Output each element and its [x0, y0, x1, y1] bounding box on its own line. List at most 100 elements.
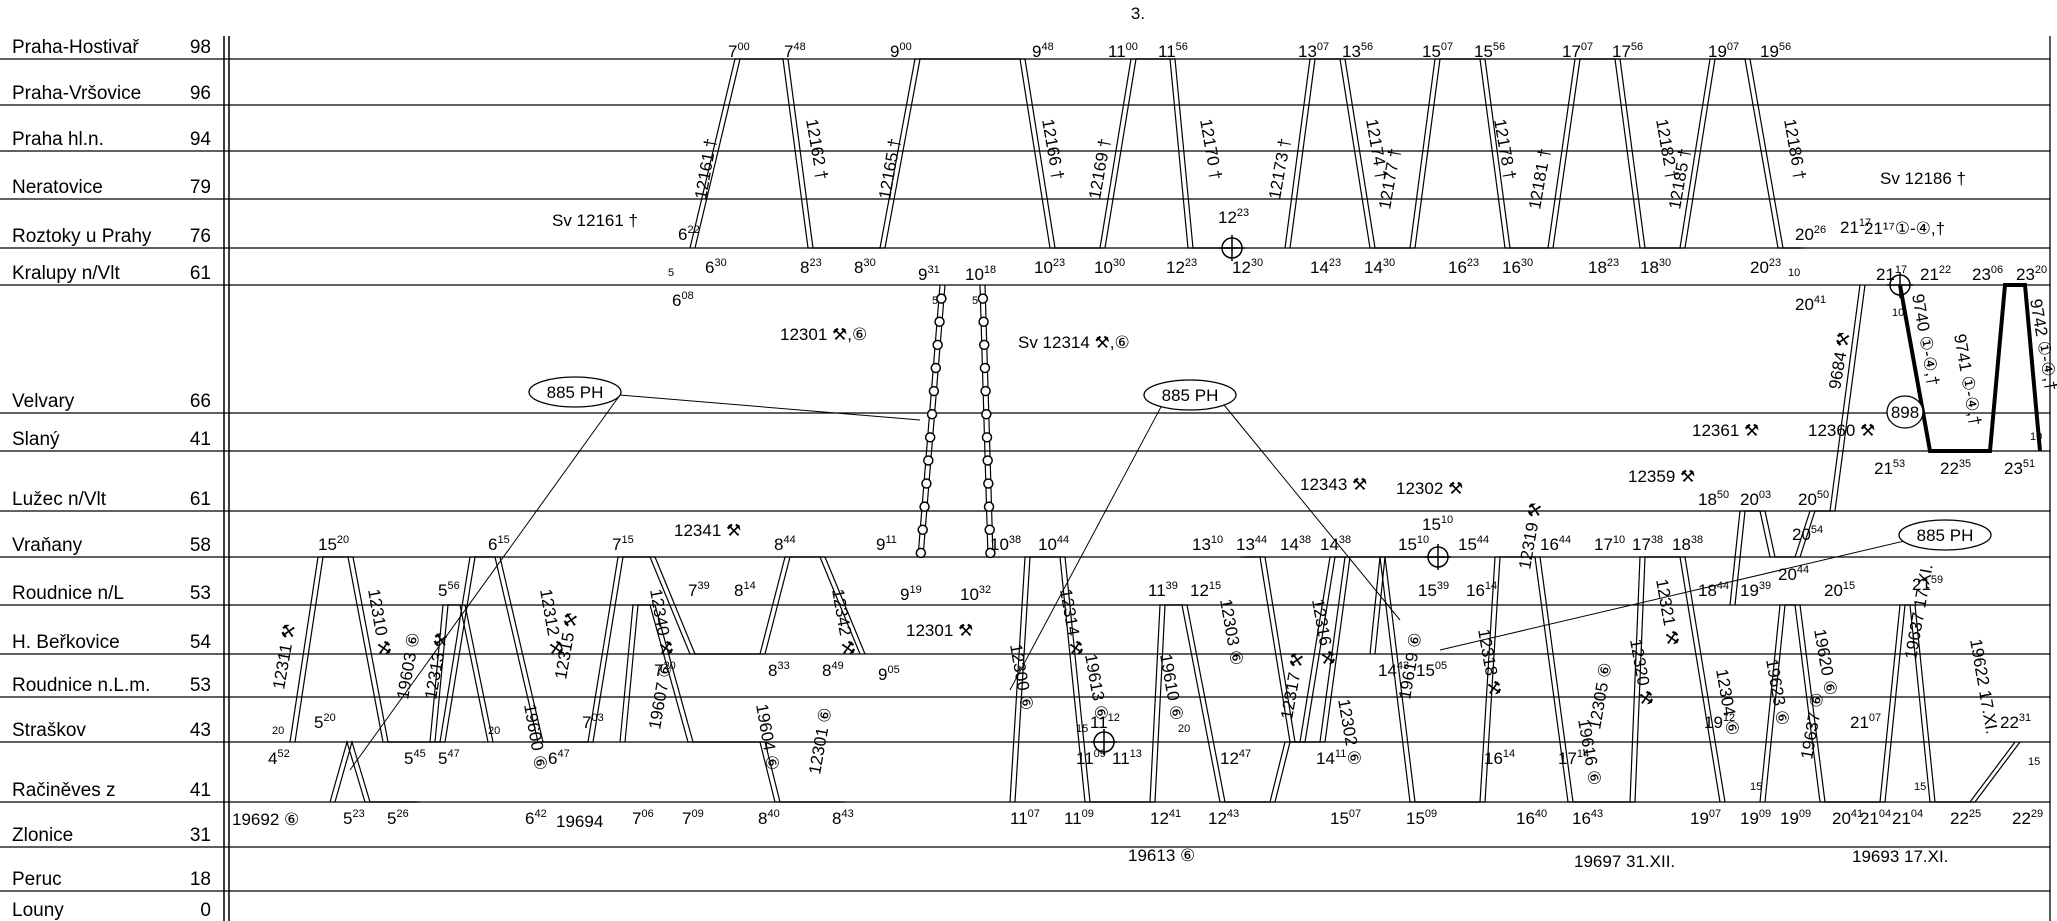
time-label: 739: [688, 580, 710, 600]
station-name: Kralupy n/Vlt: [12, 263, 120, 284]
train-number-label: 19623 ⑥: [1762, 657, 1792, 727]
stop-marker: [985, 547, 996, 559]
time-label: 547: [438, 748, 460, 768]
time-zlonice: 2041: [1832, 808, 1863, 828]
station-km: 54: [190, 632, 212, 653]
time-kralupy: 1023: [1034, 257, 1065, 277]
station-name: H. Beřkovice: [12, 632, 120, 653]
time-praha-hostivar: 748: [784, 41, 806, 61]
train-number-label: 19697 31.XII.: [1574, 852, 1675, 871]
station-name: Louny: [12, 900, 64, 921]
shuttle-path: [689, 58, 1235, 249]
time-zlonice: 523: [343, 808, 365, 828]
train-number-label: 12316 ⚒: [1308, 597, 1338, 667]
time-label: 556: [438, 580, 460, 600]
station-name: Praha-Hostivař: [12, 37, 139, 58]
time-kralupy: 630: [705, 257, 727, 277]
time-kralupy: 1230: [1232, 257, 1263, 277]
train-number-label: 12343 ⚒: [1300, 475, 1367, 494]
station-name: Neratovice: [12, 177, 103, 198]
time-label: 2231: [2000, 712, 2031, 732]
branch-line: [917, 284, 941, 558]
annotation-line: [1009, 389, 1171, 691]
station-km: 61: [190, 489, 211, 510]
stop-marker: [983, 501, 995, 512]
time-label: 1738: [1632, 534, 1663, 554]
stop-marker: [981, 408, 992, 420]
stop-marker: [984, 524, 995, 536]
time-praha-hostivar: 948: [1032, 41, 1054, 61]
time-zlonice: 1909: [1740, 808, 1771, 828]
time-label: 2351: [2004, 458, 2035, 478]
station-name: Praha hl.n.: [12, 129, 104, 150]
train-number-label: 19693 17.XI.: [1852, 847, 1948, 866]
time-kralupy: 1030: [1094, 257, 1125, 277]
interval-number: 20: [1178, 723, 1190, 735]
time-zlonice: 843: [832, 808, 854, 828]
station-km: 58: [190, 535, 211, 556]
regional-path: [619, 604, 840, 803]
time-label: 2041: [1795, 294, 1826, 314]
time-label: 2054: [1792, 524, 1823, 544]
station-name: Straškov: [12, 720, 86, 741]
time-label: 1912: [1704, 712, 1735, 732]
train-number-label: 19694: [556, 812, 603, 831]
train-number-label: 12341 ⚒: [674, 521, 741, 540]
time-zlonice: 706: [632, 808, 654, 828]
time-label: 2117: [1876, 264, 1907, 284]
time-label: 545: [404, 748, 426, 768]
time-kralupy: 1223: [1166, 257, 1197, 277]
time-praha-hostivar: 1907: [1708, 41, 1739, 61]
train-labels: 12161 † 12162 † 12165 † 12166 † 12169 † 12170…: [232, 117, 2057, 871]
time-label: 1032: [960, 584, 991, 604]
train-number-label: 12169 †: [1085, 137, 1114, 201]
train-number-label: 12303 ⑥: [1216, 597, 1246, 667]
time-zlonice: 1107: [1010, 808, 1040, 828]
time-label: 1112: [1090, 712, 1120, 732]
train-number-label: 12186 †: [1780, 117, 1809, 181]
time-label: 1223: [1218, 207, 1249, 227]
train-number-label: 19604 ⑥: [752, 702, 782, 772]
station-km: 53: [190, 675, 211, 696]
time-label: 2122: [1920, 264, 1951, 284]
time-label: 2320: [2016, 264, 2047, 284]
train-number-label: 12301 ⚒,⑥: [780, 325, 867, 344]
train-number-label: 12301 ⑥: [805, 706, 835, 776]
time-zlonice: 1109: [1064, 808, 1094, 828]
time-praha-hostivar: 1707: [1562, 41, 1593, 61]
regional-path-second: [434, 604, 494, 743]
station-km: 76: [190, 226, 211, 247]
train-number-label: Sv 12161 †: [552, 211, 638, 230]
train-number-label: 9740 ①-④,†: [1908, 292, 1943, 387]
time-label: 2306: [1972, 264, 2003, 284]
time-zlonice: 1509: [1406, 808, 1437, 828]
train-number-label: 12321 ⚒: [1652, 577, 1682, 647]
train-number-label: 12161 †: [691, 137, 720, 201]
train-number-label: 12300 ⑥: [1006, 642, 1036, 712]
stop-marker: [978, 316, 989, 327]
time-label: 1505: [1416, 660, 1447, 680]
interval-number: 5: [932, 295, 938, 307]
stop-marker: [919, 501, 930, 512]
time-label: 715: [612, 534, 634, 554]
interval-number: 15: [1750, 781, 1762, 793]
time-label: 2153: [1874, 458, 1905, 478]
time-label: 1539: [1418, 580, 1449, 600]
time-kralupy: 1630: [1502, 257, 1533, 277]
train-label-ellipse: [1143, 379, 1237, 411]
time-label: 1018: [965, 264, 996, 284]
stop-marker: [977, 293, 989, 304]
station-km: 43: [190, 720, 211, 741]
time-kralupy: 1830: [1640, 257, 1671, 277]
train-number-label: Sv 12314 ⚒,⑥: [1018, 333, 1130, 352]
stop-marker: [980, 385, 991, 397]
time-label: 647: [548, 748, 570, 768]
station-km: 31: [190, 825, 211, 846]
branch-line-second: [922, 284, 946, 558]
time-kralupy: 1423: [1310, 257, 1341, 277]
time-label: 720: [654, 660, 676, 680]
interval-number: 5: [668, 267, 674, 279]
time-label: 1644: [1540, 534, 1571, 554]
train-number-label: 12360 ⚒: [1808, 421, 1875, 440]
train-number-label: 19637 ⑥: [1797, 691, 1827, 761]
